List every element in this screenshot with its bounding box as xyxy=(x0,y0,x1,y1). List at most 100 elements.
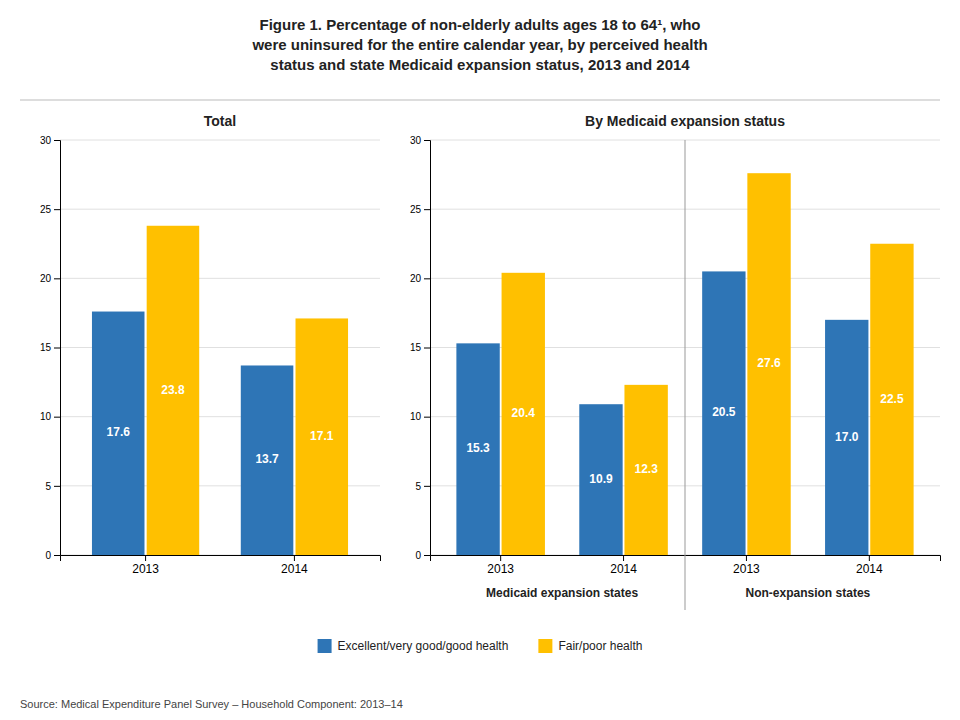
x-tick: 2014 xyxy=(281,555,308,576)
x-tick: 2013 xyxy=(733,555,760,576)
x-tick: 2014 xyxy=(856,555,883,576)
bar xyxy=(147,226,200,555)
data-label: 13.7 xyxy=(255,452,279,466)
y-tick-label: 10 xyxy=(40,411,52,422)
y-tick-mark xyxy=(424,140,430,141)
x-tick-mark xyxy=(869,555,870,561)
y-tick: 20 xyxy=(40,273,60,284)
data-label: 12.3 xyxy=(634,462,658,476)
y-tick-label: 0 xyxy=(415,550,421,561)
y-tick: 5 xyxy=(45,481,60,492)
x-tick: 2013 xyxy=(487,555,514,576)
y-tick-mark xyxy=(424,348,430,349)
bar xyxy=(825,320,868,555)
data-labels: 17.613.723.817.1 xyxy=(107,383,334,467)
data-label: 23.8 xyxy=(161,383,185,397)
bar xyxy=(456,343,499,555)
y-tick-mark xyxy=(424,486,430,487)
y-tick: 15 xyxy=(410,342,430,353)
grid xyxy=(60,140,380,555)
bar xyxy=(624,385,667,555)
y-axis: 0 5 10 15 20 25 30 xyxy=(40,135,61,561)
y-tick-label: 15 xyxy=(410,342,422,353)
group-label: Non-expansion states xyxy=(746,586,871,600)
legend-item: Excellent/very good/good health xyxy=(318,639,509,653)
legend-label: Fair/poor health xyxy=(558,639,642,653)
y-tick: 0 xyxy=(415,550,430,561)
y-tick-mark xyxy=(54,486,60,487)
x-tick-mark xyxy=(294,555,295,561)
data-label: 20.5 xyxy=(712,405,736,419)
y-axis: 0 5 10 15 20 25 30 xyxy=(410,135,431,561)
y-tick-mark xyxy=(54,348,60,349)
y-tick-label: 5 xyxy=(45,481,51,492)
header-separator xyxy=(20,100,940,101)
x-tick-mark xyxy=(500,555,501,561)
panel: By Medicaid expansion status 0 5 10 15 20 25 30… xyxy=(410,113,941,610)
x-tick-mark xyxy=(746,555,747,561)
data-label: 27.6 xyxy=(757,356,781,370)
bar xyxy=(702,271,745,555)
y-tick-mark xyxy=(424,209,430,210)
y-tick: 5 xyxy=(415,481,430,492)
bars xyxy=(92,226,348,555)
legend-item: Fair/poor health xyxy=(538,639,642,653)
y-axis-line xyxy=(54,141,61,556)
data-label: 17.6 xyxy=(107,425,131,439)
x-tick-label: 2013 xyxy=(487,562,514,576)
panel-title: Total xyxy=(204,113,236,129)
data-label: 10.9 xyxy=(589,472,613,486)
y-tick-label: 30 xyxy=(40,135,52,146)
data-label: 15.3 xyxy=(466,441,490,455)
chart-title: Figure 1. Percentage of non-elderly adul… xyxy=(251,16,707,73)
grid-line xyxy=(60,209,380,210)
source-note: Source: Medical Expenditure Panel Survey… xyxy=(20,698,403,710)
y-tick-mark xyxy=(54,278,60,279)
legend-label: Excellent/very good/good health xyxy=(338,639,509,653)
grid-line xyxy=(60,278,380,279)
grid-line xyxy=(60,140,380,141)
x-axis-line xyxy=(61,556,381,562)
x-tick-label: 2014 xyxy=(856,562,883,576)
x-tick-label: 2013 xyxy=(132,562,159,576)
y-tick-label: 25 xyxy=(40,204,52,215)
y-tick-mark xyxy=(54,555,60,556)
y-tick: 15 xyxy=(40,342,60,353)
bar xyxy=(747,173,790,555)
legend: Excellent/very good/good health Fair/poor… xyxy=(318,639,643,653)
bar xyxy=(241,365,294,555)
y-tick: 25 xyxy=(410,204,430,215)
y-tick: 20 xyxy=(410,273,430,284)
y-tick: 30 xyxy=(410,135,430,146)
y-tick: 25 xyxy=(40,204,60,215)
x-tick: 2013 xyxy=(132,555,159,576)
x-tick-label: 2013 xyxy=(733,562,760,576)
data-label: 20.4 xyxy=(512,406,536,420)
legend-swatch xyxy=(318,639,332,653)
x-tick-mark xyxy=(623,555,624,561)
bar xyxy=(579,404,622,555)
y-tick: 30 xyxy=(40,135,60,146)
bar xyxy=(92,312,145,555)
y-tick-label: 30 xyxy=(410,135,422,146)
bar xyxy=(296,318,349,555)
bar xyxy=(502,273,545,555)
panel: Total0510152025302013201417.613.723.817.… xyxy=(40,113,381,576)
x-tick: 2014 xyxy=(610,555,637,576)
panel-title: By Medicaid expansion status xyxy=(585,113,785,129)
y-tick: 0 xyxy=(45,550,60,561)
y-tick-label: 20 xyxy=(40,273,52,284)
y-tick-mark xyxy=(54,209,60,210)
y-tick-mark xyxy=(424,555,430,556)
chart-root: Figure 1. Percentage of non-elderly adul… xyxy=(0,0,960,720)
y-tick-label: 25 xyxy=(410,204,422,215)
y-tick-mark xyxy=(424,278,430,279)
y-tick-mark xyxy=(54,140,60,141)
y-tick-label: 10 xyxy=(410,411,422,422)
data-label: 22.5 xyxy=(880,392,904,406)
y-tick-label: 20 xyxy=(410,273,422,284)
legend-swatch xyxy=(538,639,552,653)
y-axis-line xyxy=(424,141,431,556)
group-label: Medicaid expansion states xyxy=(486,586,638,600)
y-tick-label: 5 xyxy=(415,481,421,492)
